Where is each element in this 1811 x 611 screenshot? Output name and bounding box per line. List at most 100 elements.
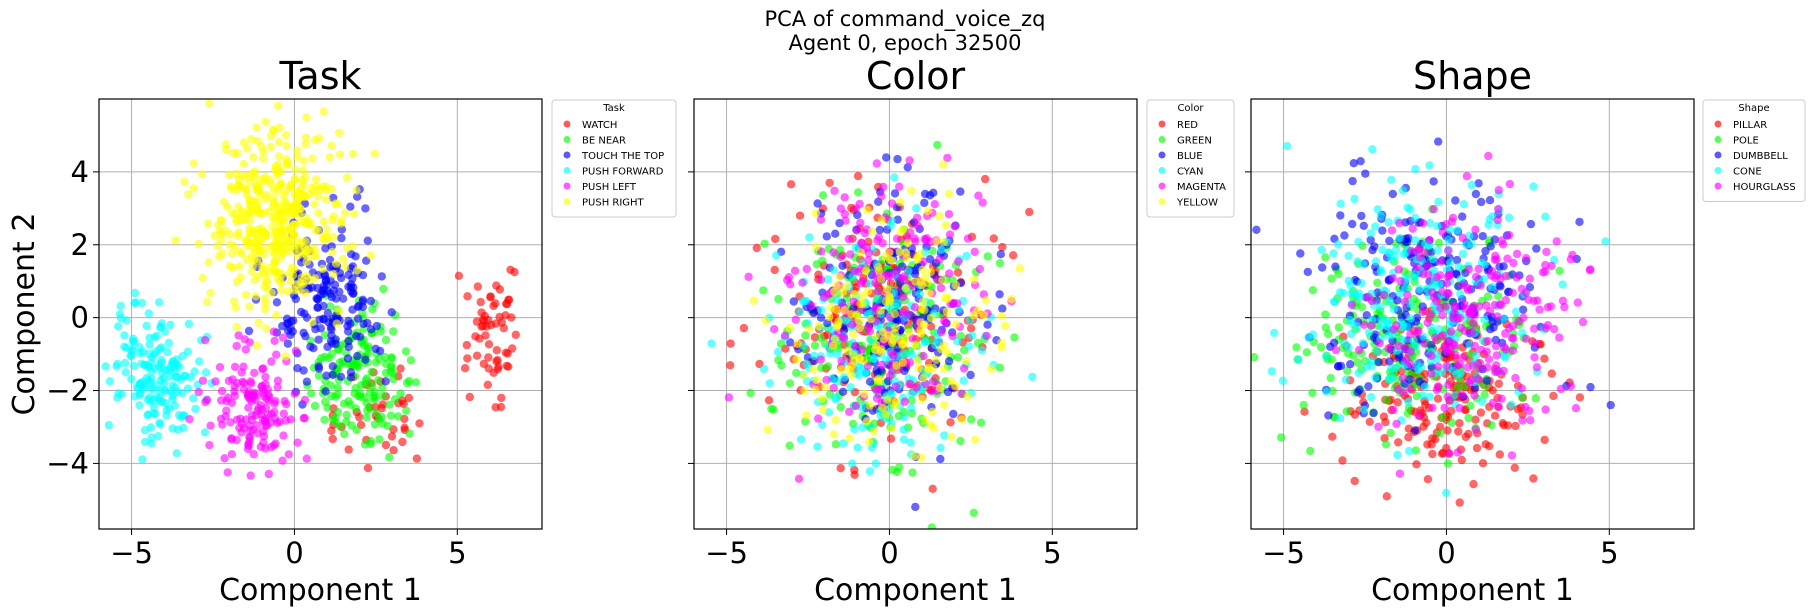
data-point <box>836 204 846 213</box>
data-point <box>415 419 424 428</box>
data-point <box>283 339 293 348</box>
data-point <box>1357 303 1367 312</box>
data-point <box>859 356 869 365</box>
data-point <box>412 454 422 463</box>
data-point <box>926 420 935 430</box>
data-point <box>293 146 302 155</box>
data-point <box>262 277 271 286</box>
data-point <box>1573 298 1583 307</box>
data-point <box>785 441 794 450</box>
data-point <box>168 395 177 404</box>
data-point <box>262 324 271 333</box>
data-point <box>157 369 167 378</box>
data-point <box>278 321 287 331</box>
data-point <box>1414 244 1424 254</box>
data-point <box>1541 405 1550 414</box>
data-point <box>818 191 828 200</box>
data-point <box>1443 426 1452 435</box>
data-point <box>1474 375 1483 384</box>
data-point <box>1522 254 1531 263</box>
data-point <box>166 320 175 330</box>
data-point <box>949 298 958 308</box>
data-point <box>1485 196 1495 205</box>
data-point <box>1509 258 1518 268</box>
data-point <box>910 452 919 461</box>
data-point <box>484 340 494 349</box>
data-point <box>302 257 311 266</box>
data-point <box>793 339 802 348</box>
data-point <box>945 230 955 239</box>
data-point <box>183 384 193 393</box>
data-point <box>290 244 299 253</box>
data-point <box>1459 353 1468 362</box>
x-axis-label: Component 1 <box>814 573 1017 608</box>
data-point <box>277 286 286 295</box>
data-point <box>246 171 255 181</box>
data-point <box>1317 245 1326 255</box>
data-point <box>973 338 983 348</box>
data-point <box>1349 159 1359 168</box>
data-point <box>907 350 916 359</box>
data-point <box>807 301 816 311</box>
data-point <box>1530 324 1539 333</box>
data-point <box>154 298 164 307</box>
data-point <box>343 327 353 336</box>
data-point <box>856 218 865 227</box>
data-point <box>890 173 899 182</box>
data-point <box>949 409 958 419</box>
legend-marker <box>563 151 571 159</box>
data-point <box>954 257 963 266</box>
data-point <box>932 355 941 364</box>
data-point <box>294 286 303 295</box>
x-axis-label: Component 1 <box>1371 573 1574 608</box>
data-point <box>206 288 215 297</box>
data-point <box>381 440 391 450</box>
axes-frame <box>98 98 543 530</box>
data-point <box>853 443 862 452</box>
data-point <box>172 449 181 458</box>
data-point <box>367 325 376 334</box>
data-point <box>273 203 282 213</box>
data-point <box>254 225 263 234</box>
data-point <box>1480 315 1489 324</box>
data-point <box>385 400 394 409</box>
data-point <box>271 439 280 448</box>
data-point <box>299 166 308 175</box>
data-point <box>889 351 898 360</box>
data-point <box>1389 405 1398 414</box>
data-point <box>361 204 370 213</box>
data-point <box>791 315 800 324</box>
data-point <box>338 294 348 303</box>
data-point <box>1566 255 1576 264</box>
data-point <box>872 159 881 168</box>
data-point <box>957 415 967 424</box>
data-point <box>300 249 309 258</box>
data-point <box>1346 360 1355 369</box>
data-point <box>383 421 392 431</box>
data-point <box>491 319 501 328</box>
data-point <box>921 236 931 245</box>
data-point <box>811 208 821 218</box>
data-point <box>928 407 937 417</box>
data-point <box>845 365 854 375</box>
legend-marker <box>1158 167 1166 174</box>
data-point <box>127 346 136 355</box>
data-point <box>1464 413 1473 423</box>
legend-label: WATCH <box>582 120 617 131</box>
data-point <box>937 245 946 254</box>
data-point <box>1328 432 1337 441</box>
data-point <box>300 395 310 405</box>
y-tick-label: 4 <box>71 155 89 189</box>
data-point <box>329 232 338 241</box>
data-point <box>329 269 338 279</box>
data-point <box>973 306 982 315</box>
data-point <box>1484 151 1493 161</box>
data-point <box>830 266 839 275</box>
data-point <box>1354 368 1363 378</box>
data-point <box>838 261 847 270</box>
data-point <box>1347 329 1356 339</box>
data-point <box>1425 236 1434 245</box>
data-point <box>257 382 266 392</box>
data-point <box>253 182 262 191</box>
data-point <box>804 324 813 333</box>
